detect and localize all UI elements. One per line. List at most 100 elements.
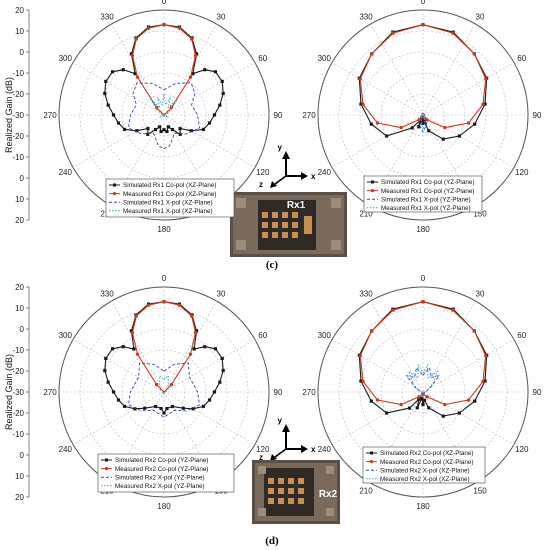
- data-point-marker: [189, 129, 193, 133]
- data-point-marker: [129, 329, 134, 333]
- data-point-marker: [207, 398, 212, 402]
- data-point-marker: [451, 31, 455, 35]
- data-point-marker: [391, 308, 395, 312]
- data-point-marker: [192, 347, 196, 351]
- polar-spoke: [111, 300, 165, 393]
- legend-box: [97, 453, 235, 493]
- polar-spoke: [370, 300, 424, 393]
- polar-spoke: [331, 114, 424, 168]
- data-point-marker: [165, 406, 169, 411]
- legend-box: [362, 446, 486, 484]
- data-point-marker: [457, 411, 461, 415]
- axis-y-label: y: [278, 143, 283, 152]
- data-point-marker: [166, 125, 170, 129]
- polar-grid-ring: [100, 328, 228, 456]
- radial-tick-label: -20: [12, 90, 24, 99]
- angle-tick-label: 0: [162, 0, 167, 6]
- data-point-marker: [133, 72, 137, 76]
- legend-entry: Measured Rx2 X-pol (YZ-Plane): [115, 483, 205, 490]
- radial-tick-label: -10: [12, 69, 24, 78]
- legend-entry: Measured Rx1 Co-pol (YZ-Plane): [381, 188, 474, 195]
- data-point-marker: [116, 398, 121, 402]
- radial-tick-label: 20: [15, 283, 24, 292]
- radial-tick-label: 0: [20, 48, 25, 57]
- data-point-marker: [212, 113, 216, 117]
- angle-tick-label: 270: [302, 111, 316, 120]
- angle-tick-label: 60: [258, 331, 267, 340]
- data-point-marker: [159, 129, 163, 134]
- angle-tick-label: 120: [515, 168, 529, 177]
- polar-spoke: [422, 114, 476, 207]
- polar-spoke: [163, 391, 256, 445]
- legend-marker: [371, 180, 374, 184]
- board-photo-rx1: Rx1: [230, 192, 347, 257]
- data-point-marker: [391, 31, 395, 35]
- inset-rx2: y x z Rx2: [252, 416, 340, 524]
- angle-tick-label: 240: [318, 168, 332, 177]
- polar-spoke: [422, 391, 515, 445]
- polar-spoke: [163, 300, 217, 393]
- data-point-marker: [106, 380, 110, 384]
- angle-tick-label: 90: [274, 111, 283, 120]
- data-point-marker: [143, 406, 147, 410]
- angle-tick-label: 210: [359, 210, 373, 219]
- data-point-marker: [154, 105, 159, 110]
- angle-tick-label: 60: [258, 54, 267, 63]
- data-point-marker: [158, 125, 162, 129]
- legend-entry: Measured Rx2 Co-pol (XZ-Plane): [380, 459, 473, 466]
- polar-spoke: [422, 300, 476, 393]
- data-point-marker: [220, 356, 224, 360]
- polar-spoke: [422, 391, 476, 484]
- data-point-marker: [484, 77, 488, 81]
- data-point-marker: [451, 308, 455, 312]
- polar-spoke: [163, 114, 256, 168]
- radial-tick-label: 0: [20, 451, 25, 460]
- y-axis-label: Realized Gain (dB): [4, 77, 14, 153]
- series-line-meas-x: [407, 363, 439, 398]
- data-point-marker: [421, 403, 425, 407]
- caption-d: (d): [265, 535, 279, 547]
- polar-plots: 030609012015018021024027030033020100-10-…: [4, 0, 542, 511]
- legend-entry: Simulated Rx1 X-pol (XZ-Plane): [123, 199, 213, 206]
- polar-spoke: [72, 114, 165, 168]
- polar-spoke: [163, 62, 256, 116]
- data-point-marker: [134, 37, 139, 41]
- board-photo-rx2: Rx2: [252, 460, 340, 524]
- data-point-marker: [121, 68, 125, 72]
- data-point-marker: [441, 137, 445, 141]
- data-point-marker: [154, 127, 158, 132]
- data-point-marker: [218, 380, 222, 384]
- polar-spoke: [422, 62, 515, 116]
- axes-indicator: y x z: [259, 416, 316, 462]
- data-point-marker: [421, 23, 425, 27]
- polar-spoke: [370, 114, 424, 207]
- legend-entry: Simulated Rx2 Co-pol (XZ-Plane): [380, 450, 473, 457]
- data-point-marker: [427, 129, 431, 133]
- data-point-marker: [106, 103, 110, 107]
- angle-tick-label: 330: [100, 12, 114, 21]
- y-axis-label: Realized Gain (dB): [4, 354, 14, 430]
- data-point-marker: [103, 368, 107, 373]
- data-point-marker: [201, 127, 206, 131]
- data-point-marker: [189, 314, 194, 318]
- radial-tick-label: 0: [20, 325, 25, 334]
- data-point-marker: [466, 398, 471, 402]
- data-point-marker: [443, 402, 447, 407]
- data-point-marker: [472, 329, 476, 333]
- data-point-marker: [385, 134, 389, 138]
- legend-marker: [105, 458, 108, 462]
- antenna-elements: [262, 212, 312, 238]
- data-point-marker: [162, 23, 166, 27]
- series-line-sim-x: [128, 362, 200, 418]
- angle-tick-label: 240: [318, 445, 332, 454]
- legend-marker: [113, 183, 116, 187]
- data-point-marker: [483, 102, 487, 106]
- axis-z-label: z: [259, 453, 263, 462]
- data-point-marker: [194, 329, 199, 333]
- angle-tick-label: 150: [473, 487, 487, 496]
- data-point-marker: [221, 368, 225, 373]
- data-point-marker: [181, 406, 185, 410]
- data-point-marker: [135, 352, 140, 356]
- data-point-marker: [407, 406, 412, 410]
- data-point-marker: [154, 404, 158, 409]
